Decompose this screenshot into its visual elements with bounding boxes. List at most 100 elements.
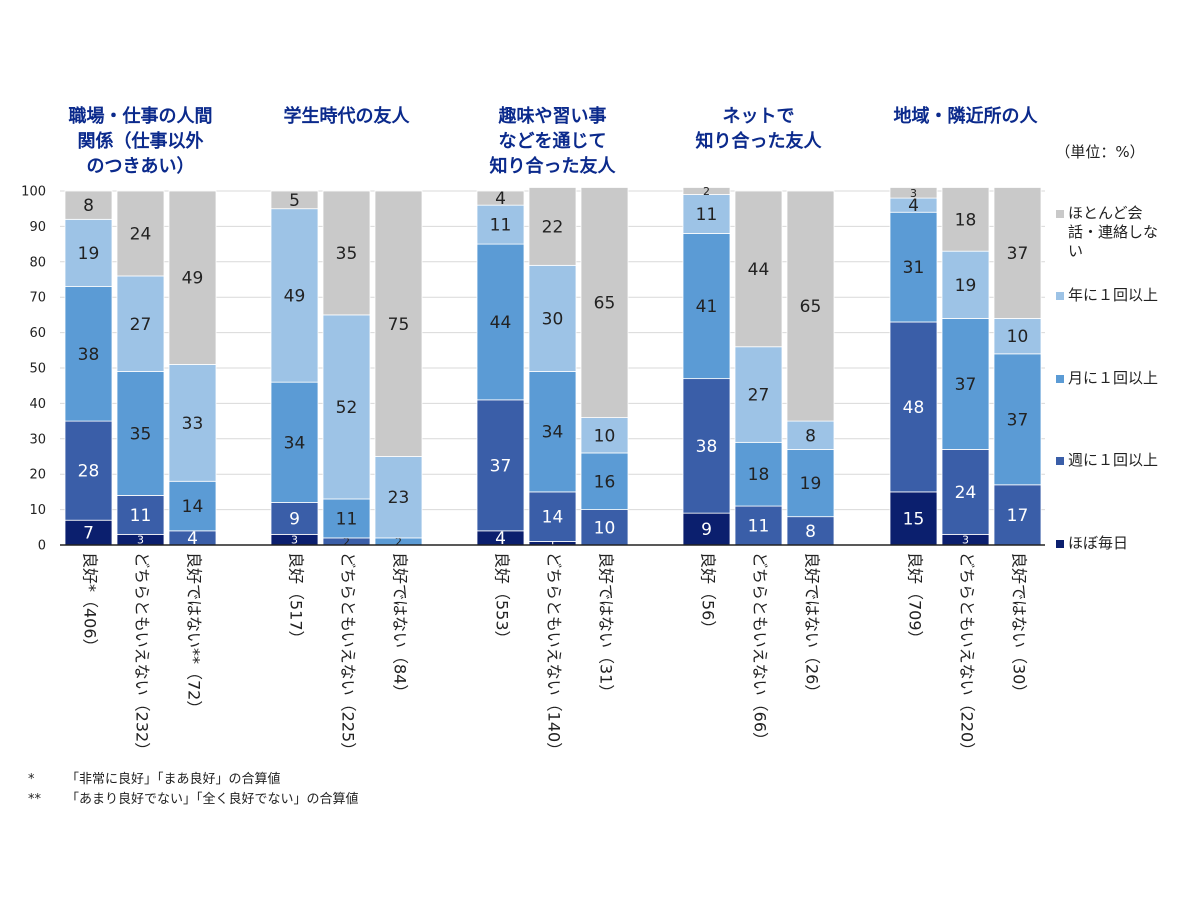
category-label-g5-b3: 良好ではない（30） <box>1010 552 1029 700</box>
data-label-g3-b2-s1: 1 <box>549 537 556 550</box>
bar-segment-g2-b3-s4 <box>374 456 423 539</box>
y-tick-label-10: 10 <box>29 503 46 518</box>
bar-segment-g5-b2-s5 <box>941 187 990 252</box>
data-label-g4-b1-s1: 9 <box>701 520 712 540</box>
data-label-g2-b2-s2: 2 <box>343 535 350 548</box>
y-tick-label-70: 70 <box>29 291 46 306</box>
data-label-g1-b2-s5: 24 <box>130 224 152 244</box>
y-tick-label-40: 40 <box>29 397 46 412</box>
data-label-g4-b2-s3: 18 <box>748 465 770 485</box>
data-label-g3-b3-s3: 16 <box>594 472 616 492</box>
group-title-5-line-1: 地域・隣近所の人 <box>894 105 1039 127</box>
data-label-g1-b2-s3: 35 <box>130 424 152 444</box>
legend-label-1-line-1: ほぼ毎日 <box>1068 534 1128 552</box>
category-label-g2-b3: 良好ではない（84） <box>391 552 410 700</box>
footnote-1: * 「非常に良好」「まあ良好」の合算値 <box>28 770 359 790</box>
data-label-g3-b2-s2: 14 <box>542 508 564 528</box>
legend-swatch-5 <box>1056 210 1064 218</box>
bar-segment-g3-b1-s5 <box>476 190 525 206</box>
bar-segment-g3-b1-s2 <box>476 399 525 532</box>
legend-swatch-4 <box>1056 292 1064 300</box>
data-label-g5-b2-s2: 24 <box>955 483 977 503</box>
data-label-g5-b2-s4: 19 <box>955 276 977 296</box>
bar-segment-g4-b3-s2 <box>786 516 835 546</box>
bar-segment-g5-b3-s3 <box>993 353 1042 486</box>
data-label-g4-b1-s4: 11 <box>696 205 718 225</box>
data-label-g5-b2-s5: 18 <box>955 210 977 230</box>
bar-segment-g1-b1-s3 <box>64 286 113 422</box>
category-label-g1-b2: どちらともいえない（232） <box>133 552 152 758</box>
category-label-g1-b1: 良好*（406） <box>81 552 100 655</box>
bar-segment-g5-b3-s5 <box>993 187 1042 319</box>
unit-note: （単位：%） <box>1055 143 1144 161</box>
legend-swatch-3 <box>1056 375 1064 383</box>
footnote-1-text: 「非常に良好」「まあ良好」の合算値 <box>66 772 281 787</box>
y-tick-label-60: 60 <box>29 326 46 341</box>
data-label-g5-b1-s4: 4 <box>908 196 919 216</box>
category-label-g5-b1: 良好（709） <box>906 552 925 647</box>
bar-segment-g4-b1-s3 <box>682 233 731 380</box>
data-label-g1-b1-s4: 19 <box>78 244 100 264</box>
data-label-g1-b3-s5: 49 <box>182 269 204 289</box>
data-label-g2-b1-s2: 9 <box>289 509 300 529</box>
data-label-g2-b3-s4: 23 <box>388 488 410 508</box>
y-tick-label-20: 20 <box>29 468 46 483</box>
category-label-g2-b1: 良好（517） <box>287 552 306 647</box>
data-label-g5-b2-s1: 3 <box>962 534 969 547</box>
data-label-g1-b1-s1: 7 <box>83 524 94 544</box>
bar-segment-g2-b1-s4 <box>270 208 319 383</box>
bar-segment-g5-b1-s3 <box>889 211 938 323</box>
legend-swatch-1 <box>1056 540 1064 548</box>
data-label-g5-b3-s3: 37 <box>1007 410 1029 430</box>
bar-segment-g5-b1-s2 <box>889 321 938 493</box>
category-label-g5-b2: どちらともいえない（220） <box>958 552 977 758</box>
bar-segment-g1-b1-s2 <box>64 420 113 521</box>
y-tick-label-0: 0 <box>38 539 46 554</box>
group-title-4-line-2: 知り合った友人 <box>696 130 823 152</box>
data-label-g5-b1-s2: 48 <box>903 398 925 418</box>
bar-segment-g1-b1-s5 <box>64 190 113 220</box>
bar-segment-g2-b3-s5 <box>374 190 423 457</box>
bar-segment-g3-b2-s2 <box>528 491 577 542</box>
data-label-g4-b2-s2: 11 <box>748 517 770 537</box>
y-tick-label-80: 80 <box>29 255 46 270</box>
data-label-g4-b1-s2: 38 <box>696 437 718 457</box>
bar-segment-g1-b2-s4 <box>116 275 165 372</box>
bar-segment-g3-b1-s4 <box>476 204 525 245</box>
data-label-g2-b2-s3: 11 <box>336 509 358 529</box>
data-label-g2-b1-s5: 5 <box>289 191 300 211</box>
data-label-g5-b3-s5: 37 <box>1007 244 1029 264</box>
category-label-g2-b2: どちらともいえない（225） <box>339 552 358 758</box>
bar-segment-g2-b1-s2 <box>270 502 319 535</box>
category-label-g3-b2: どちらともいえない（140） <box>545 552 564 758</box>
group-title-2-line-1: 学生時代の友人 <box>284 105 411 127</box>
data-label-g3-b2-s3: 34 <box>542 423 564 443</box>
data-label-g5-b3-s4: 10 <box>1007 327 1029 347</box>
data-label-g4-b3-s5: 65 <box>800 297 822 317</box>
bar-segment-g5-b2-s4 <box>941 250 990 319</box>
data-label-g4-b3-s4: 8 <box>805 426 816 446</box>
y-tick-label-50: 50 <box>29 362 46 377</box>
category-label-g4-b1: 良好（56） <box>699 552 718 636</box>
legend-label-5-line-2: 話・連絡しな <box>1068 223 1158 241</box>
data-label-g5-b1-s1: 15 <box>903 509 925 529</box>
bar-segment-g4-b1-s5 <box>682 187 731 195</box>
data-label-g5-b1-s5: 3 <box>910 187 917 200</box>
bar-segment-g3-b3-s4 <box>580 417 629 454</box>
data-label-g1-b3-s2: 4 <box>187 529 198 549</box>
data-label-g1-b3-s4: 33 <box>182 414 204 434</box>
bar-segment-g4-b1-s1 <box>682 512 731 546</box>
bar-segment-g1-b1-s4 <box>64 218 113 287</box>
bar-segment-g2-b1-s3 <box>270 381 319 503</box>
legend-label-5-line-3: い <box>1068 242 1083 260</box>
category-label-g4-b2: どちらともいえない（66） <box>751 552 770 748</box>
data-label-g2-b3-s5: 75 <box>388 315 410 335</box>
legend-label-3-line-1: 月に１回以上 <box>1068 369 1158 387</box>
data-label-g3-b3-s5: 65 <box>594 294 616 314</box>
category-label-g1-b3: 良好ではない**（72） <box>185 552 204 716</box>
bar-segment-g5-b1-s1 <box>889 491 938 546</box>
data-label-g5-b2-s3: 37 <box>955 375 977 395</box>
data-label-g3-b1-s1: 4 <box>495 529 506 549</box>
data-label-g5-b3-s2: 17 <box>1007 506 1029 526</box>
